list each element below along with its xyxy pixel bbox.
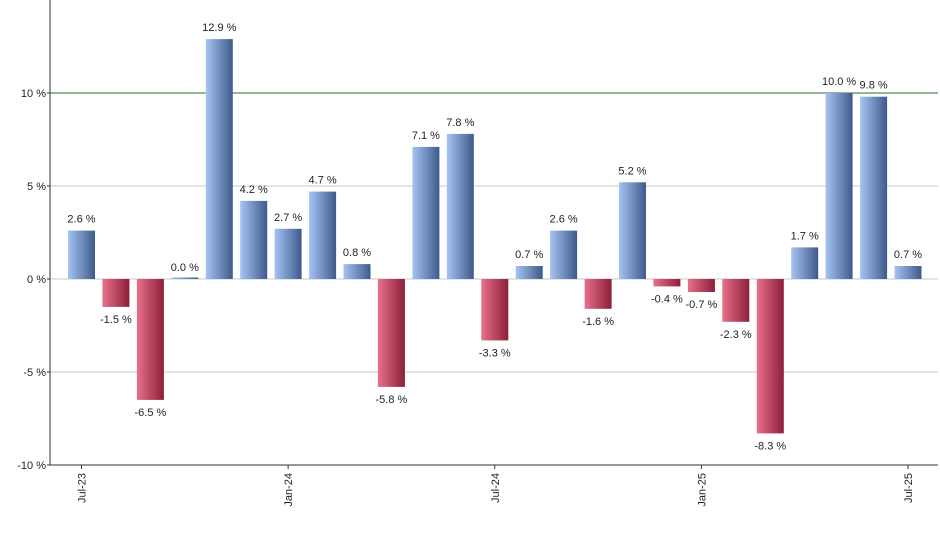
y-tick-label: 5 % [27, 181, 46, 193]
data-label: -0.7 % [686, 299, 718, 311]
y-tick-label: -10 % [17, 460, 46, 472]
bar [412, 146, 440, 279]
bars-layer [68, 39, 922, 434]
data-label: 1.7 % [791, 230, 819, 242]
value-labels-layer: 2.6 % -1.5 % -6.5 % 0.0 % 12.9 % 4.2 % 2.7 % 4.… [67, 22, 922, 452]
bar [343, 264, 371, 279]
bar [894, 266, 922, 279]
bar [102, 279, 130, 307]
bar [205, 39, 233, 279]
bar [584, 279, 612, 309]
data-label: -1.6 % [582, 316, 614, 328]
data-label: -5.8 % [376, 394, 408, 406]
axis-layer: -10 % -5 % 0 % 5 % 10 % Jul-23 Jan-24 Jul-24 Jan… [17, 0, 938, 507]
x-tick-label: Jul-23 [77, 473, 89, 503]
data-label: 2.6 % [67, 214, 95, 226]
bar [68, 230, 95, 279]
bar [825, 93, 853, 279]
y-tick-label: 10 % [21, 88, 46, 100]
x-tick-label: Jul-25 [903, 473, 915, 503]
data-label: 12.9 % [202, 22, 236, 34]
bar [240, 200, 268, 279]
data-label: 0.8 % [343, 247, 371, 259]
data-label: -6.5 % [135, 407, 167, 419]
bar [860, 96, 888, 279]
data-label: 9.8 % [860, 80, 888, 92]
x-tick-label: Jan-24 [283, 473, 295, 507]
data-label: 4.2 % [240, 184, 268, 196]
x-tick-label: Jan-25 [696, 473, 708, 507]
bar [756, 279, 784, 434]
data-label: -8.3 % [754, 440, 786, 452]
bar [377, 279, 405, 387]
x-tick-label: Jul-24 [490, 473, 502, 503]
data-label: 4.7 % [309, 175, 337, 187]
bar [171, 277, 199, 279]
data-label: 2.7 % [274, 212, 302, 224]
bar [446, 133, 474, 279]
data-label: 0.7 % [515, 249, 543, 261]
bar [722, 279, 750, 322]
data-label: 5.2 % [618, 165, 646, 177]
data-label: -0.4 % [651, 293, 683, 305]
bar [550, 230, 578, 279]
bar [619, 182, 646, 279]
data-label: -1.5 % [100, 314, 132, 326]
bar [136, 279, 164, 400]
data-label: 0.7 % [894, 249, 922, 261]
data-label: -2.3 % [720, 329, 752, 341]
bar [687, 279, 715, 292]
data-label: -3.3 % [479, 347, 511, 359]
data-label: 7.8 % [446, 117, 474, 129]
bar [274, 228, 302, 279]
data-label: 10.0 % [822, 76, 856, 88]
y-tick-label: -5 % [23, 367, 46, 379]
bar [653, 279, 681, 287]
bar [791, 247, 819, 279]
y-tick-label: 0 % [27, 274, 46, 286]
bar [481, 279, 509, 341]
data-label: 0.0 % [171, 262, 199, 274]
data-label: 2.6 % [550, 214, 578, 226]
bar [309, 191, 337, 279]
data-label: 7.1 % [412, 130, 440, 142]
bar [515, 266, 543, 279]
